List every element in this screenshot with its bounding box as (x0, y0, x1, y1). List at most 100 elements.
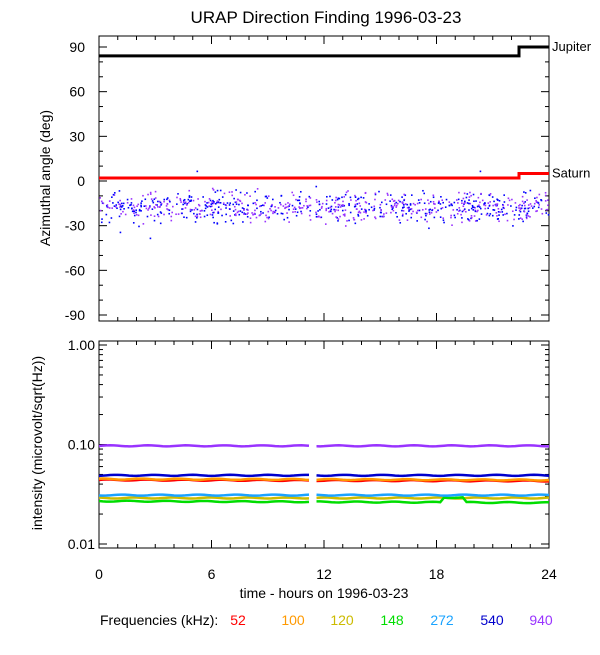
scatter-point (429, 200, 432, 203)
scatter-point (150, 214, 152, 216)
scatter-point (229, 215, 231, 217)
scatter-point (238, 213, 241, 216)
scatter-point (168, 199, 171, 202)
y-tick-label-bottom: 1.00 (68, 337, 95, 353)
scatter-point (204, 200, 206, 203)
scatter-point (424, 208, 427, 210)
scatter-point (191, 209, 193, 211)
scatter-point (292, 194, 295, 197)
scatter-point (348, 204, 350, 207)
scatter-point (466, 193, 469, 195)
scatter-point (474, 220, 477, 222)
scatter-point (256, 188, 259, 190)
scatter-point (222, 202, 225, 204)
scatter-point (368, 208, 370, 211)
scatter-point (504, 213, 506, 216)
x-axis-label: time - hours on 1996-03-23 (240, 585, 409, 601)
scatter-point (470, 207, 473, 210)
scatter-point (530, 205, 533, 207)
scatter-point (374, 193, 377, 196)
scatter-point (341, 204, 344, 206)
scatter-point (346, 220, 348, 222)
scatter-point (176, 203, 178, 205)
scatter-point (395, 211, 397, 214)
scatter-point (485, 214, 488, 216)
scatter-point (370, 206, 373, 209)
scatter-point (462, 205, 465, 208)
scatter-point (503, 201, 506, 203)
scatter-point (418, 209, 421, 212)
scatter-point (515, 209, 517, 211)
scatter-point (186, 202, 189, 205)
scatter-point (315, 185, 318, 188)
scatter-point (177, 213, 180, 215)
scatter-point (461, 202, 463, 205)
scatter-point (319, 216, 322, 219)
scatter-point (256, 207, 258, 210)
scatter-point (454, 216, 456, 219)
scatter-point (421, 208, 424, 211)
scatter-point (336, 198, 339, 201)
scatter-point (468, 209, 470, 211)
scatter-point (487, 207, 489, 210)
scatter-point (308, 204, 311, 207)
scatter-point (229, 202, 232, 204)
scatter-point (179, 199, 182, 202)
scatter-point (535, 201, 538, 204)
scatter-point (497, 211, 500, 213)
scatter-point (196, 215, 199, 218)
y-tick-label: 0 (77, 173, 85, 189)
scatter-point (473, 200, 475, 203)
scatter-point (246, 192, 248, 194)
scatter-point (190, 199, 192, 202)
scatter-point (107, 206, 109, 209)
scatter-point (362, 197, 365, 199)
scatter-point (471, 204, 474, 207)
scatter-point (399, 221, 402, 224)
scatter-point (264, 202, 267, 204)
scatter-point (294, 210, 296, 213)
scatter-point (470, 214, 473, 217)
scatter-point (379, 211, 382, 214)
scatter-point (518, 207, 520, 209)
scatter-point (299, 202, 301, 205)
scatter-point (405, 212, 407, 215)
scatter-point (425, 214, 427, 217)
scatter-point (331, 199, 334, 201)
scatter-point (153, 198, 156, 201)
scatter-point (544, 194, 547, 197)
scatter-point (502, 206, 505, 209)
scatter-point (442, 219, 445, 222)
scatter-point (528, 207, 531, 209)
scatter-point (231, 191, 233, 193)
scatter-point (500, 208, 503, 211)
scatter-point (417, 199, 420, 201)
scatter-point (132, 209, 135, 211)
scatter-point (348, 219, 350, 222)
scatter-point (440, 207, 443, 210)
scatter-point (213, 221, 215, 224)
scatter-point (546, 208, 549, 211)
scatter-point (198, 213, 201, 215)
scatter-point (274, 206, 276, 208)
scatter-point (230, 219, 233, 222)
scatter-point (129, 204, 131, 207)
scatter-point (524, 207, 527, 210)
scatter-point (274, 209, 277, 212)
scatter-point (360, 196, 362, 199)
scatter-point (461, 221, 463, 224)
scatter-point (171, 211, 173, 214)
scatter-point (319, 208, 321, 211)
scatter-point (285, 206, 288, 209)
scatter-point (141, 200, 143, 202)
scatter-point (335, 209, 337, 211)
scatter-point (170, 215, 173, 218)
scatter-point (143, 205, 146, 208)
scatter-point (119, 206, 121, 208)
scatter-point (462, 209, 465, 212)
scatter-point (358, 202, 361, 205)
scatter-point (406, 219, 409, 221)
scatter-point (338, 204, 341, 206)
scatter-point (209, 199, 212, 202)
scatter-point (491, 214, 494, 217)
